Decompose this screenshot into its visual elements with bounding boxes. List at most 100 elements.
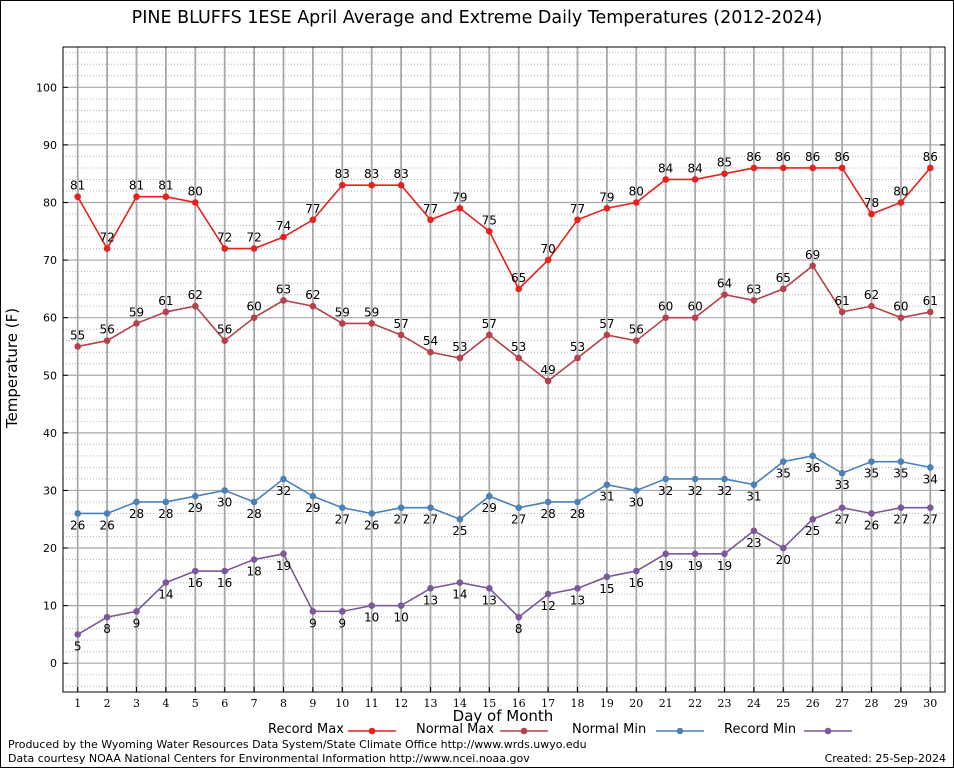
data-point-record-min	[133, 608, 140, 615]
data-label-record-min: 25	[805, 524, 820, 538]
data-point-normal-min	[809, 452, 816, 460]
data-point-record-max	[603, 204, 611, 212]
data-label-record-min: 23	[746, 536, 761, 550]
data-point-normal-min	[427, 504, 434, 512]
data-label-normal-min: 28	[246, 507, 261, 521]
data-label-normal-max: 62	[188, 288, 203, 302]
data-point-normal-max	[721, 291, 728, 298]
data-label-record-min: 14	[158, 588, 173, 602]
data-point-normal-max	[103, 337, 111, 345]
data-point-record-max	[486, 227, 493, 235]
data-label-normal-max: 56	[629, 323, 644, 337]
data-point-normal-max	[280, 297, 287, 304]
x-tick-label-5: 5	[192, 697, 199, 710]
data-label-normal-min: 29	[482, 501, 497, 515]
data-label-normal-max: 56	[99, 323, 114, 337]
data-point-normal-min	[691, 475, 699, 483]
data-label-record-min: 19	[658, 559, 673, 573]
data-label-normal-max: 61	[158, 294, 173, 308]
data-point-record-min	[574, 585, 581, 592]
data-point-record-max	[427, 216, 434, 224]
x-tick-label-29: 29	[894, 697, 908, 710]
data-point-record-max	[515, 285, 522, 293]
legend-label-record-min: Record Min	[724, 722, 797, 737]
data-point-record-max	[868, 210, 875, 218]
data-label-normal-max: 61	[834, 294, 849, 308]
data-point-record-min	[603, 573, 611, 581]
data-label-record-max: 70	[540, 242, 555, 256]
data-point-record-min	[309, 608, 317, 615]
data-label-record-min: 15	[599, 582, 614, 596]
x-tick-label-7: 7	[251, 697, 258, 710]
credit-line-1: Produced by the Wyoming Water Resources …	[8, 738, 587, 751]
data-label-normal-min: 27	[511, 513, 526, 527]
x-tick-label-9: 9	[309, 697, 316, 710]
data-point-record-min	[456, 579, 464, 586]
x-tick-label-1: 1	[74, 697, 81, 710]
data-point-record-min	[809, 515, 816, 523]
data-label-normal-max: 53	[452, 340, 467, 354]
data-label-normal-max: 55	[70, 328, 85, 342]
data-label-normal-min: 29	[305, 501, 320, 515]
data-label-record-min: 9	[338, 616, 346, 630]
data-point-normal-max	[456, 354, 464, 362]
data-label-normal-max: 60	[687, 300, 702, 314]
data-point-normal-max	[633, 337, 640, 345]
data-point-record-min	[280, 550, 287, 558]
y-axis-label: Temperature (F)	[3, 307, 21, 429]
chart-title: PINE BLUFFS 1ESE April Average and Extre…	[131, 8, 823, 28]
data-label-normal-max: 59	[364, 305, 379, 319]
data-label-record-min: 13	[423, 593, 438, 607]
data-point-record-max	[838, 164, 846, 172]
data-point-normal-min	[133, 498, 140, 506]
data-label-normal-min: 35	[864, 467, 879, 481]
data-label-normal-min: 32	[717, 484, 732, 498]
legend-label-normal-max: Normal Max	[416, 722, 495, 737]
data-point-record-max	[780, 164, 787, 172]
data-label-normal-min: 31	[746, 490, 761, 504]
x-tick-label-10: 10	[335, 697, 349, 710]
data-point-record-min	[633, 567, 640, 575]
data-point-record-min	[780, 544, 787, 552]
data-label-normal-min: 31	[599, 490, 614, 504]
data-point-record-max	[250, 245, 258, 252]
y-tick-label-70: 70	[43, 254, 57, 267]
data-label-normal-min: 26	[99, 518, 114, 532]
data-label-normal-max: 61	[923, 294, 938, 308]
data-point-record-max	[809, 164, 816, 172]
data-label-normal-max: 53	[570, 340, 585, 354]
data-point-record-min	[339, 608, 346, 615]
data-point-normal-max	[868, 302, 875, 310]
data-point-normal-min	[397, 504, 405, 512]
data-label-normal-max: 56	[217, 323, 232, 337]
data-point-record-min	[868, 510, 875, 517]
data-label-record-min: 9	[309, 616, 317, 630]
data-label-record-min: 12	[540, 599, 555, 613]
x-tick-label-16: 16	[512, 697, 526, 710]
x-axis-label: Day of Month	[452, 707, 554, 725]
data-point-normal-max	[250, 314, 258, 321]
data-point-record-max	[192, 199, 199, 206]
data-point-record-min	[838, 504, 846, 512]
data-label-record-max: 72	[217, 231, 232, 245]
x-tick-label-28: 28	[865, 697, 879, 710]
data-point-normal-max	[221, 337, 228, 345]
data-point-record-min	[103, 613, 111, 621]
data-point-record-max	[133, 193, 140, 201]
data-label-normal-min: 30	[629, 495, 644, 509]
y-tick-label-0: 0	[50, 657, 57, 670]
data-label-record-max: 86	[805, 150, 820, 164]
data-point-normal-max	[368, 320, 376, 327]
data-point-normal-max	[927, 308, 934, 316]
x-tick-label-19: 19	[600, 697, 614, 710]
data-label-record-max: 72	[99, 231, 114, 245]
series-line-normal-max	[77, 264, 931, 383]
data-point-normal-max	[515, 354, 522, 362]
x-tick-label-11: 11	[365, 697, 379, 710]
x-tick-label-22: 22	[688, 697, 702, 710]
data-label-normal-min: 27	[423, 513, 438, 527]
data-point-normal-max	[603, 331, 611, 339]
data-point-normal-max	[544, 377, 552, 385]
data-point-record-min	[750, 527, 758, 535]
data-label-record-max: 80	[893, 184, 908, 198]
